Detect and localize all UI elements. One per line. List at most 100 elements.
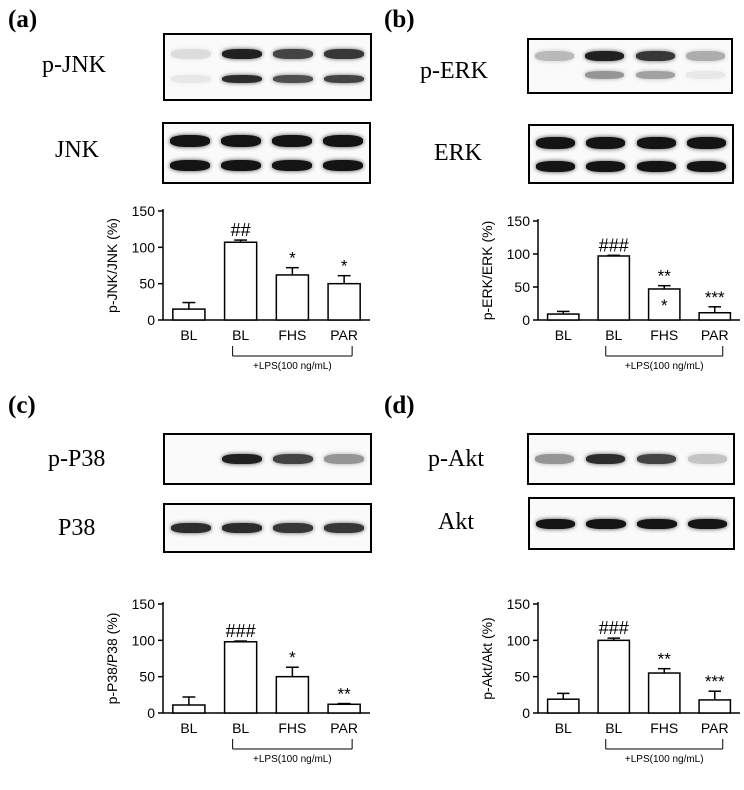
significance-label: ** xyxy=(338,685,352,704)
y-tick-label: 0 xyxy=(522,312,530,328)
y-tick-label: 100 xyxy=(507,632,531,648)
blot-band xyxy=(221,523,262,533)
significance-label: *** xyxy=(705,288,725,307)
bottom-blot xyxy=(162,122,371,184)
bracket-label: +LPS(100 ng/mL) xyxy=(253,361,332,372)
blot-band xyxy=(687,518,728,529)
x-tick-label: PAR xyxy=(701,327,729,343)
y-axis-label: p-P38/P38 (%) xyxy=(104,613,120,705)
bottom-blot-label: Akt xyxy=(438,509,474,535)
blot-band xyxy=(686,50,726,61)
bar-chart: 0 50 100 150 p-JNK/JNK (%) BL ## BL * FHS * PAR +LPS… xyxy=(104,203,370,372)
blot-band xyxy=(636,454,677,464)
bar xyxy=(223,641,258,714)
blot-band xyxy=(170,523,211,533)
significance-label: ** xyxy=(658,650,672,669)
significance-label: *** xyxy=(705,672,725,691)
significance-label: ## xyxy=(231,220,251,240)
x-tick-label: BL xyxy=(180,327,197,343)
top-blot-label: p-Akt xyxy=(428,446,484,472)
blot-band xyxy=(687,454,728,464)
blot-band xyxy=(324,523,365,533)
bar xyxy=(172,308,206,321)
y-axis-label: p-ERK/ERK (%) xyxy=(479,221,495,321)
y-tick-label: 150 xyxy=(132,203,156,219)
y-tick-label: 0 xyxy=(522,705,530,721)
blot-band xyxy=(636,136,676,149)
x-tick-label: FHS xyxy=(278,720,306,736)
bar xyxy=(698,699,732,714)
top-blot xyxy=(163,33,372,101)
significance-label: ** xyxy=(658,267,672,286)
y-tick-label: 50 xyxy=(514,669,530,685)
x-tick-label: PAR xyxy=(701,720,729,736)
blot-band xyxy=(169,160,210,172)
significance-label: ### xyxy=(599,618,629,638)
blot-band xyxy=(221,49,262,60)
top-blot-label: p-P38 xyxy=(48,446,106,472)
top-blot-label: p-JNK xyxy=(42,52,106,78)
blot-band xyxy=(272,160,313,172)
x-tick-label: FHS xyxy=(278,327,306,343)
bottom-blot xyxy=(528,124,734,184)
blot-band xyxy=(636,160,676,172)
bar-chart: 0 50 100 150 p-Akt/Akt (%) BL ### BL ** FHS *** PAR… xyxy=(479,596,740,765)
blot-band xyxy=(586,136,626,149)
bar xyxy=(172,704,206,714)
bar xyxy=(546,313,580,321)
panel-c: (c) p-P38 P38 0 50 100 150 p-P38/P38 (%) BL ##… xyxy=(0,390,372,790)
significance-label: ### xyxy=(226,621,256,641)
bar xyxy=(647,288,681,321)
y-tick-label: 100 xyxy=(132,632,156,648)
bar xyxy=(327,703,361,714)
x-tick-label: BL xyxy=(605,720,622,736)
blot-band xyxy=(635,50,675,61)
blot-band xyxy=(585,50,625,61)
blot-band xyxy=(323,160,364,172)
y-tick-label: 100 xyxy=(132,239,156,255)
bottom-blot xyxy=(163,503,372,553)
y-tick-label: 0 xyxy=(147,705,155,721)
bar xyxy=(597,255,631,321)
x-tick-label: BL xyxy=(555,327,572,343)
blot-band xyxy=(170,74,211,83)
panel-a: (a) p-JNK JNK 0 50 100 150 p-JNK/JNK (%) BL ##… xyxy=(0,0,372,390)
significance-label: * xyxy=(661,296,668,315)
significance-label: * xyxy=(341,257,348,276)
bottom-blot xyxy=(528,497,735,550)
x-tick-label: BL xyxy=(605,327,622,343)
blot-band xyxy=(169,135,210,148)
panel-b: (b) p-ERK ERK 0 50 100 150 p-ERK/ERK (%) BL ##… xyxy=(372,0,744,390)
top-blot xyxy=(527,433,735,485)
y-tick-label: 150 xyxy=(132,596,156,612)
blot-band xyxy=(585,454,626,464)
panel-letter: (a) xyxy=(8,6,38,33)
significance-label: * xyxy=(289,249,296,268)
panel-letter: (d) xyxy=(384,392,415,419)
blot-band xyxy=(535,518,576,529)
y-tick-label: 100 xyxy=(507,246,531,262)
x-tick-label: PAR xyxy=(330,327,358,343)
blot-band xyxy=(221,74,262,83)
x-tick-label: FHS xyxy=(650,327,678,343)
blot-band xyxy=(534,454,575,464)
bar-chart: 0 50 100 150 p-P38/P38 (%) BL ### BL * FHS ** PAR +L… xyxy=(104,596,370,765)
bar xyxy=(223,241,258,321)
bracket-label: +LPS(100 ng/mL) xyxy=(625,754,704,765)
bracket-label: +LPS(100 ng/mL) xyxy=(625,361,704,372)
blot-band xyxy=(637,518,677,529)
blot-band xyxy=(324,74,365,83)
significance-label: ### xyxy=(599,235,629,255)
bar xyxy=(327,282,361,321)
blot-band xyxy=(535,136,575,149)
bar xyxy=(275,675,310,714)
blot-band xyxy=(687,160,727,172)
x-tick-label: BL xyxy=(180,720,197,736)
bottom-blot-label: JNK xyxy=(55,137,100,163)
bar xyxy=(275,274,310,321)
y-tick-label: 50 xyxy=(514,279,530,295)
blot-band xyxy=(586,518,626,529)
blot-band xyxy=(324,49,365,60)
y-tick-label: 150 xyxy=(507,213,531,229)
